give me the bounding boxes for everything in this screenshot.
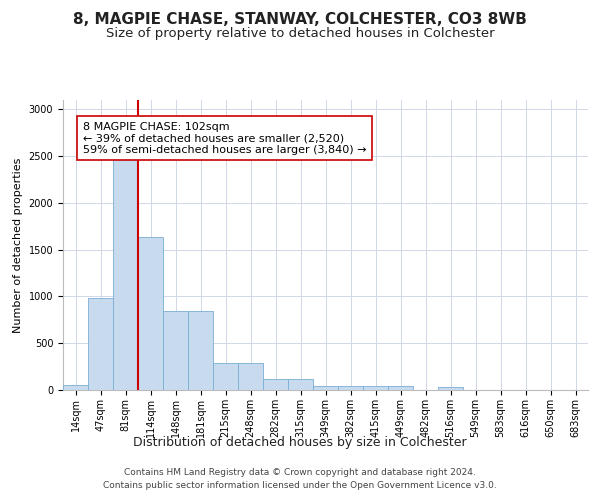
- Bar: [63, 386, 88, 390]
- Bar: [313, 386, 338, 390]
- Bar: [363, 386, 388, 390]
- Y-axis label: Number of detached properties: Number of detached properties: [13, 158, 23, 332]
- Text: 8, MAGPIE CHASE, STANWAY, COLCHESTER, CO3 8WB: 8, MAGPIE CHASE, STANWAY, COLCHESTER, CO…: [73, 12, 527, 28]
- Text: Distribution of detached houses by size in Colchester: Distribution of detached houses by size …: [133, 436, 467, 449]
- Bar: [138, 236, 163, 390]
- Bar: [438, 388, 463, 390]
- Bar: [263, 379, 288, 390]
- Bar: [388, 386, 413, 390]
- Bar: [113, 158, 138, 390]
- Text: Contains HM Land Registry data © Crown copyright and database right 2024.: Contains HM Land Registry data © Crown c…: [124, 468, 476, 477]
- Bar: [238, 364, 263, 390]
- Bar: [188, 312, 213, 390]
- Bar: [163, 312, 188, 390]
- Bar: [288, 379, 313, 390]
- Bar: [213, 364, 238, 390]
- Text: Size of property relative to detached houses in Colchester: Size of property relative to detached ho…: [106, 28, 494, 40]
- Text: 8 MAGPIE CHASE: 102sqm
← 39% of detached houses are smaller (2,520)
59% of semi-: 8 MAGPIE CHASE: 102sqm ← 39% of detached…: [83, 122, 367, 154]
- Bar: [338, 386, 363, 390]
- Bar: [88, 298, 113, 390]
- Text: Contains public sector information licensed under the Open Government Licence v3: Contains public sector information licen…: [103, 482, 497, 490]
